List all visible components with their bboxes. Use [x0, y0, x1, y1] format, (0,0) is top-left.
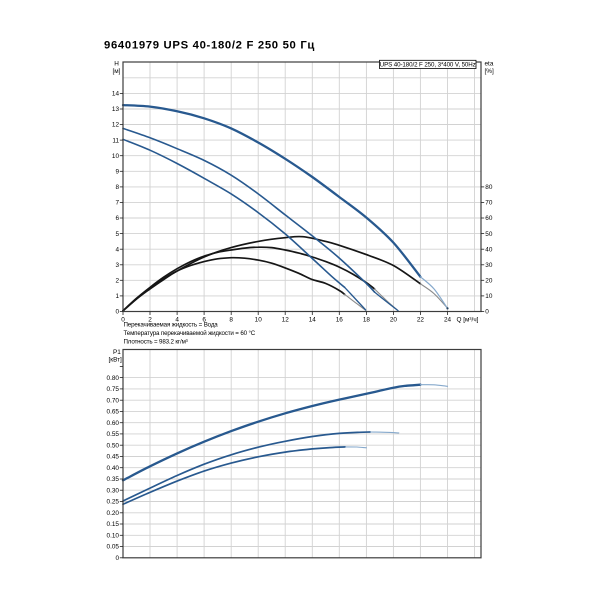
svg-text:4: 4 — [115, 246, 119, 253]
svg-text:10: 10 — [112, 153, 120, 160]
svg-text:5: 5 — [115, 231, 119, 238]
svg-text:16: 16 — [336, 317, 344, 324]
svg-text:3: 3 — [115, 262, 119, 269]
svg-text:0: 0 — [115, 309, 119, 316]
svg-text:eta: eta — [485, 61, 494, 68]
svg-text:8: 8 — [229, 317, 233, 324]
svg-text:H: H — [114, 61, 119, 68]
svg-text:1: 1 — [115, 293, 119, 300]
svg-text:[кВт]: [кВт] — [109, 356, 123, 363]
svg-text:0.05: 0.05 — [107, 544, 120, 551]
svg-text:Q [м³/ч]: Q [м³/ч] — [457, 317, 479, 324]
svg-text:Перекачиваемая жидкость = Вода: Перекачиваемая жидкость = Вода — [124, 321, 219, 328]
svg-text:14: 14 — [309, 317, 317, 324]
svg-text:8: 8 — [115, 184, 119, 191]
svg-text:UPS 40-180/2 F 250, 3*400 V, 5: UPS 40-180/2 F 250, 3*400 V, 50Hz — [380, 62, 476, 69]
svg-text:6: 6 — [202, 317, 206, 324]
svg-text:20: 20 — [390, 317, 398, 324]
svg-text:Плотность = 983.2 кг/м³: Плотность = 983.2 кг/м³ — [124, 338, 188, 345]
svg-text:96401979 UPS 40-180/2 F 250 50: 96401979 UPS 40-180/2 F 250 50 Гц — [104, 40, 315, 52]
svg-text:13: 13 — [112, 106, 120, 113]
svg-text:10: 10 — [255, 317, 263, 324]
svg-text:7: 7 — [115, 200, 119, 207]
svg-text:20: 20 — [485, 278, 493, 285]
svg-text:0.55: 0.55 — [107, 431, 120, 438]
svg-text:12: 12 — [282, 317, 290, 324]
svg-text:0: 0 — [485, 309, 489, 316]
svg-text:0.75: 0.75 — [107, 386, 120, 393]
svg-text:0: 0 — [121, 317, 125, 324]
svg-text:0.10: 0.10 — [107, 533, 120, 540]
svg-text:10: 10 — [485, 293, 493, 300]
svg-text:11: 11 — [112, 137, 119, 144]
svg-text:0.15: 0.15 — [107, 521, 120, 528]
svg-text:6: 6 — [115, 215, 119, 222]
svg-text:0.65: 0.65 — [107, 409, 120, 416]
svg-text:[м]: [м] — [113, 68, 121, 75]
svg-text:P1: P1 — [113, 349, 121, 356]
svg-text:2: 2 — [115, 278, 119, 285]
svg-text:14: 14 — [112, 91, 120, 98]
svg-text:9: 9 — [115, 169, 119, 176]
svg-text:18: 18 — [363, 317, 371, 324]
svg-text:0.45: 0.45 — [107, 454, 120, 461]
svg-text:0.40: 0.40 — [107, 465, 120, 472]
svg-text:50: 50 — [485, 231, 493, 238]
svg-text:40: 40 — [485, 246, 493, 253]
svg-text:70: 70 — [485, 200, 493, 207]
svg-text:60: 60 — [485, 215, 493, 222]
svg-text:24: 24 — [444, 317, 452, 324]
svg-text:0.80: 0.80 — [107, 375, 120, 382]
svg-text:0.25: 0.25 — [107, 499, 120, 506]
svg-text:0.50: 0.50 — [107, 442, 120, 449]
svg-text:0.20: 0.20 — [107, 510, 120, 517]
svg-text:0.30: 0.30 — [107, 487, 120, 494]
svg-text:4: 4 — [175, 317, 179, 324]
svg-text:Температура перекачиваемой жид: Температура перекачиваемой жидкости = 60… — [124, 330, 256, 337]
svg-text:0: 0 — [115, 555, 119, 562]
svg-text:80: 80 — [485, 184, 493, 191]
svg-text:22: 22 — [417, 317, 425, 324]
svg-text:12: 12 — [112, 122, 120, 129]
svg-text:0.70: 0.70 — [107, 397, 120, 404]
svg-text:30: 30 — [485, 262, 493, 269]
svg-text:0.60: 0.60 — [107, 420, 120, 427]
svg-text:[%]: [%] — [485, 68, 494, 75]
svg-text:0.35: 0.35 — [107, 476, 120, 483]
svg-text:2: 2 — [148, 317, 152, 324]
